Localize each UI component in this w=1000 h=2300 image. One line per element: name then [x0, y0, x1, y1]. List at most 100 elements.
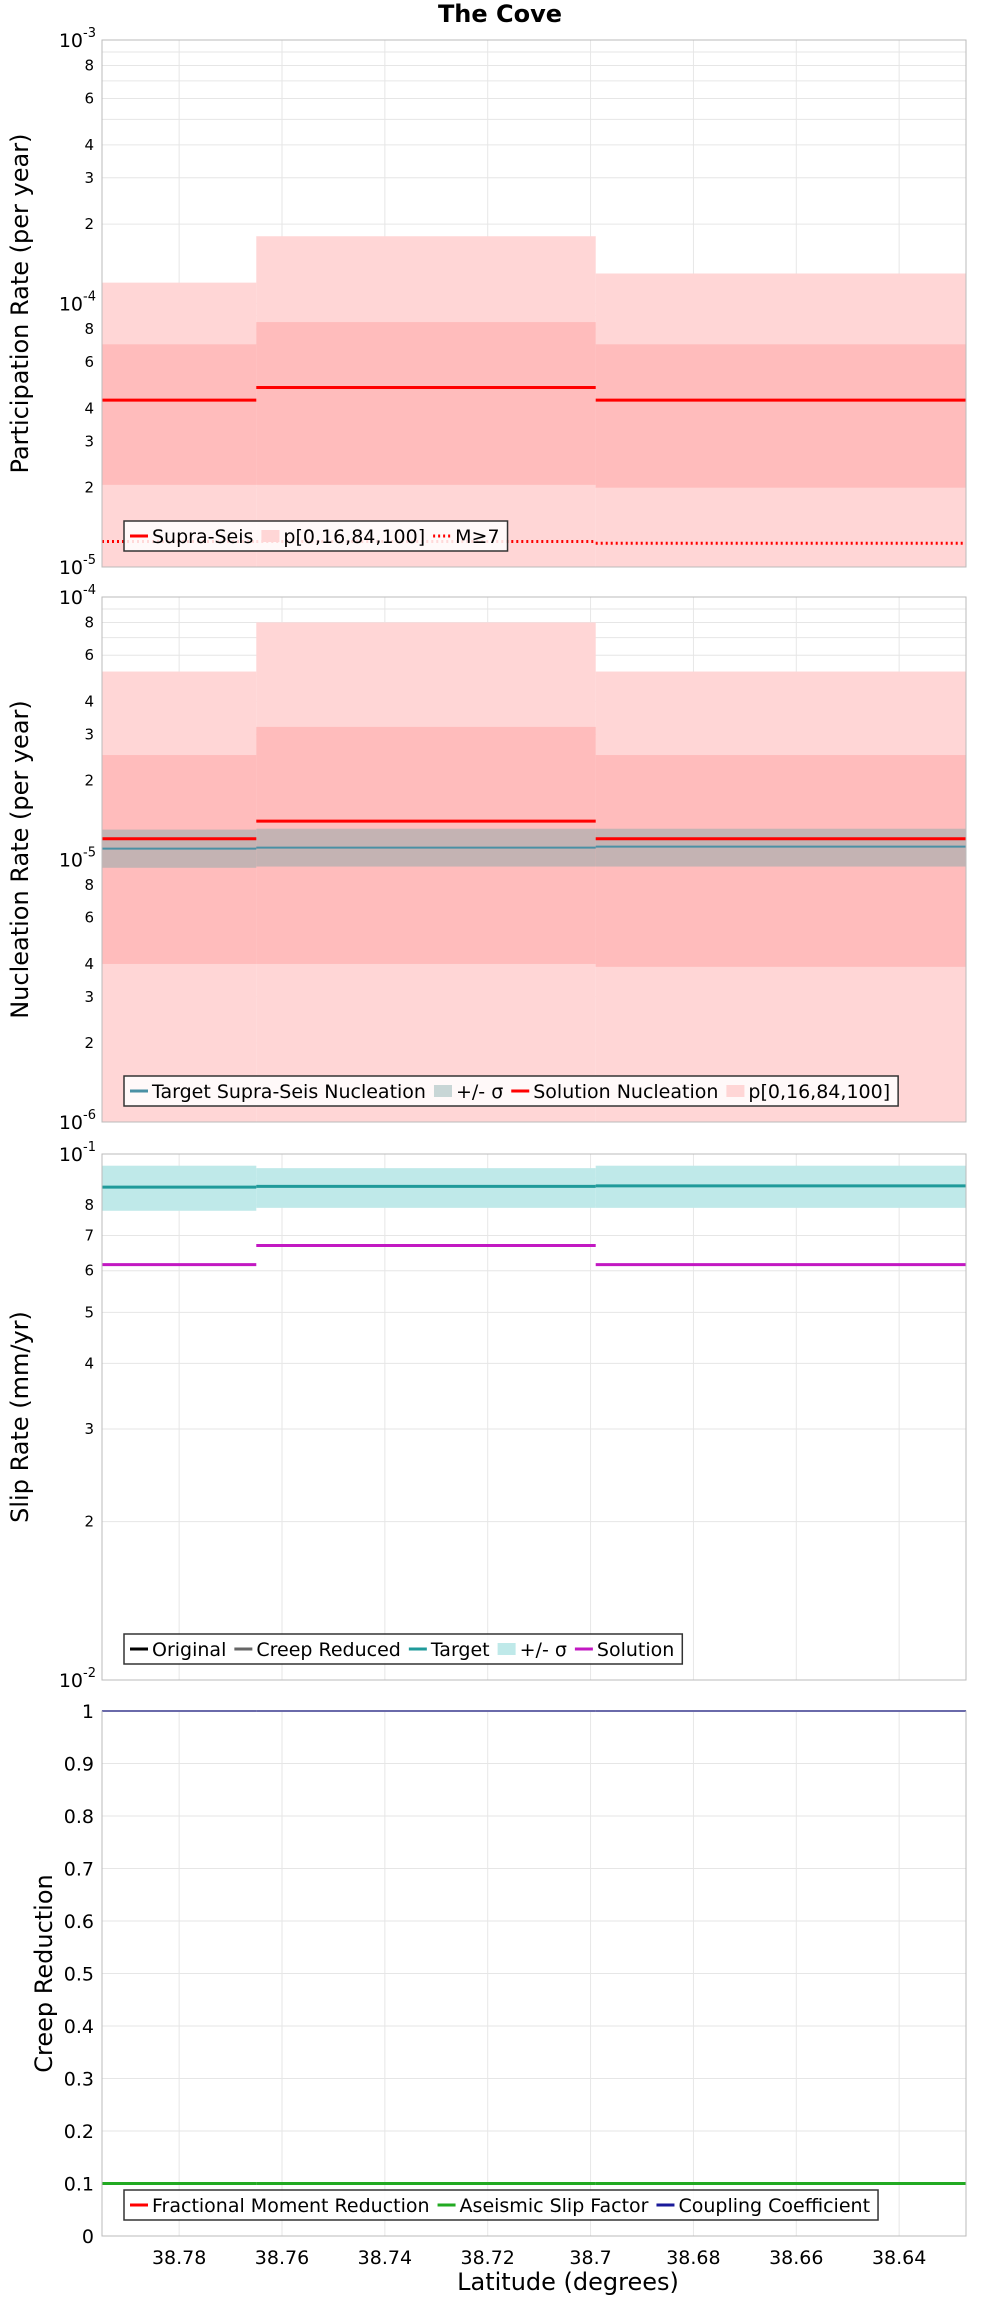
- legend: Target Supra-Seis Nucleation +/- σ Solutio…: [123, 1075, 899, 1107]
- legend-label-3: Coupling Coefficient: [678, 2195, 870, 2217]
- legend-label-3: Target: [430, 1639, 490, 1661]
- y-tick-label-minor: 8: [84, 876, 94, 894]
- y-tick-label-exponent: -4: [83, 290, 96, 305]
- panel-4: 0 0.1 0.2 0.3 0.4 0.5 0.6 0.7 0.8 0.9 1 Creep Reduc…: [30, 1701, 967, 2248]
- y-tick-label-exponent: -1: [83, 1140, 96, 1155]
- band-2-segment-2: [256, 322, 596, 485]
- y-tick-label-exponent: -3: [83, 26, 96, 41]
- y-tick-label-minor: 6: [84, 909, 94, 927]
- y-tick-label-base: 10: [59, 587, 83, 609]
- y-tick-label-exponent: -4: [83, 583, 96, 598]
- y-axis-label: Nucleation Rate (per year): [6, 700, 34, 1019]
- y-tick-label-exponent: -6: [83, 1108, 96, 1123]
- legend-frame: [123, 1075, 899, 1107]
- y-axis-label: Participation Rate (per year): [6, 134, 34, 474]
- chart-title: The Cove: [438, 0, 562, 28]
- y-tick-label-base: 10: [59, 294, 83, 316]
- legend-swatch-4: [497, 1643, 516, 1655]
- y-tick-label-minor: 7: [84, 1226, 94, 1244]
- legend: Original Creep Reduced Target +/- σ Solution: [123, 1633, 684, 1665]
- y-tick-label-minor: 3: [84, 1420, 94, 1438]
- y-tick-label: 0.2: [64, 2121, 94, 2143]
- y-tick-label-minor: 3: [84, 432, 94, 450]
- band-3-segment-3: [595, 828, 966, 867]
- band-2-segment-1: [102, 344, 257, 485]
- y-tick-label-minor: 8: [84, 320, 94, 338]
- y-tick-label-decade: 10-4: [59, 290, 96, 316]
- y-tick-label: 0.8: [64, 1806, 94, 1828]
- y-tick-label-exponent: -5: [83, 553, 96, 568]
- y-tick-label-decade: 10-4: [59, 583, 96, 609]
- y-tick-label-minor: 4: [84, 692, 94, 710]
- y-tick-label-decade: 10-5: [59, 553, 96, 579]
- y-tick-label-base: 10: [59, 557, 83, 579]
- y-tick-label-minor: 5: [84, 1303, 94, 1321]
- x-tick-label: 38.76: [255, 2247, 309, 2269]
- y-axis-label: Slip Rate (mm/yr): [6, 1311, 34, 1523]
- legend-label-5: Solution: [597, 1639, 674, 1661]
- y-tick-label-minor: 2: [84, 771, 94, 789]
- legend-label-1: Original: [152, 1639, 226, 1661]
- y-tick-label: 0.7: [64, 1859, 94, 1881]
- legend-swatch-2: [433, 1085, 452, 1097]
- y-tick-label-minor: 2: [84, 479, 94, 497]
- y-tick-label-decade: 10-1: [59, 1140, 96, 1166]
- legend: Supra-Seis p[0,16,84,100] M≥7: [123, 520, 509, 552]
- y-tick-label-minor: 3: [84, 169, 94, 187]
- y-tick-label-exponent: -5: [83, 846, 96, 861]
- legend-swatch-4: [726, 1085, 745, 1097]
- y-tick-label-base: 10: [59, 1144, 83, 1166]
- y-tick-label-base: 10: [59, 1670, 83, 1692]
- legend-label-2: Creep Reduced: [256, 1639, 400, 1661]
- y-tick-label-minor: 3: [84, 725, 94, 743]
- y-tick-label-minor: 2: [84, 215, 94, 233]
- legend-label-2: Aseismic Slip Factor: [460, 2195, 649, 2217]
- x-tick-label: 38.64: [872, 2247, 926, 2269]
- legend-swatch-2: [261, 530, 280, 542]
- legend-label-4: p[0,16,84,100]: [748, 1081, 890, 1103]
- legend-label-2: p[0,16,84,100]: [283, 526, 425, 548]
- y-tick-label-base: 10: [59, 1112, 83, 1134]
- x-tick-label: 38.68: [666, 2247, 720, 2269]
- x-tick-label: 38.66: [769, 2247, 823, 2269]
- x-axis-ticks: 38.78 38.76 38.74 38.72 38.7 38.68 38.66 38.64: [152, 2247, 926, 2269]
- y-tick-label-minor: 8: [84, 1196, 94, 1214]
- x-tick-label: 38.74: [358, 2247, 412, 2269]
- y-tick-label-minor: 3: [84, 988, 94, 1006]
- x-axis-label: Latitude (degrees): [457, 2268, 679, 2296]
- y-tick-label-minor: 2: [84, 1034, 94, 1052]
- legend-label-3: M≥7: [455, 526, 499, 548]
- y-tick-label-minor: 8: [84, 613, 94, 631]
- y-tick-label: 0: [82, 2226, 94, 2248]
- x-tick-label: 38.7: [569, 2247, 611, 2269]
- y-tick-label: 0.1: [64, 2174, 94, 2196]
- y-tick-label-minor: 8: [84, 57, 94, 75]
- y-tick-label: 0.6: [64, 1911, 94, 1933]
- legend-background: [124, 1076, 899, 1106]
- y-tick-label-minor: 2: [84, 1513, 94, 1531]
- y-tick-label: 0.3: [64, 2069, 94, 2091]
- y-tick-label-decade: 10-2: [59, 1666, 96, 1692]
- plot-frame: [101, 596, 967, 1123]
- y-tick-label-base: 10: [59, 30, 83, 52]
- plot-frame: [101, 1710, 967, 2237]
- y-tick-label-minor: 6: [84, 1262, 94, 1280]
- y-tick-label-minor: 6: [84, 89, 94, 107]
- y-tick-label-decade: 10-5: [59, 846, 96, 872]
- plot-frame: [101, 39, 967, 568]
- y-tick-label-decade: 10-3: [59, 26, 96, 52]
- y-tick-label-minor: 4: [84, 1354, 94, 1372]
- legend-label-3: Solution Nucleation: [533, 1081, 718, 1103]
- y-tick-label-minor: 4: [84, 399, 94, 417]
- x-tick-label: 38.72: [461, 2247, 515, 2269]
- legend-label-1: Supra-Seis: [152, 526, 253, 548]
- legend-frame: [123, 520, 509, 552]
- legend-label-4: +/- σ: [520, 1639, 567, 1661]
- legend-frame: [123, 2189, 879, 2221]
- legend-label-1: Fractional Moment Reduction: [152, 2195, 430, 2217]
- y-tick-label-minor: 6: [84, 646, 94, 664]
- y-tick-label: 1: [82, 1701, 94, 1723]
- y-tick-label: 0.9: [64, 1754, 94, 1776]
